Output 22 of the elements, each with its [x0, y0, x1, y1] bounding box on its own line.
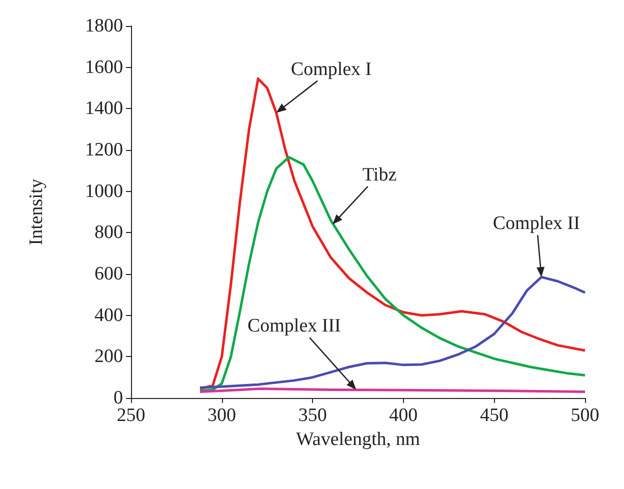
x-tick-label: 400 [389, 405, 418, 426]
y-tick-label: 800 [94, 222, 123, 244]
x-tick-label: 350 [298, 405, 327, 426]
annotation: Tibz [362, 164, 397, 186]
y-tick-label: 400 [94, 304, 123, 326]
annotation: Complex III [247, 316, 341, 337]
y-tick-label: 1000 [85, 180, 123, 202]
annotation: Complex II [492, 213, 580, 234]
y-tick-label: 1800 [85, 16, 123, 36]
y-tick-label: 600 [94, 264, 123, 284]
x-tick-label: 500 [570, 405, 600, 426]
x-axis-title: Wavelength, nm [296, 428, 420, 450]
line-series [198, 77, 586, 390]
y-tick-label: 1200 [85, 140, 123, 160]
y-tick-label: 200 [94, 346, 123, 368]
x-tick-label: 450 [480, 405, 508, 426]
annotation: Complex I [290, 58, 372, 80]
line-series [198, 156, 586, 392]
y-tick-label: 1400 [85, 98, 123, 120]
y-tick-label: 1600 [85, 56, 123, 78]
x-tick-label: 300 [208, 405, 236, 426]
y-axis-title: Intensity [26, 178, 47, 246]
